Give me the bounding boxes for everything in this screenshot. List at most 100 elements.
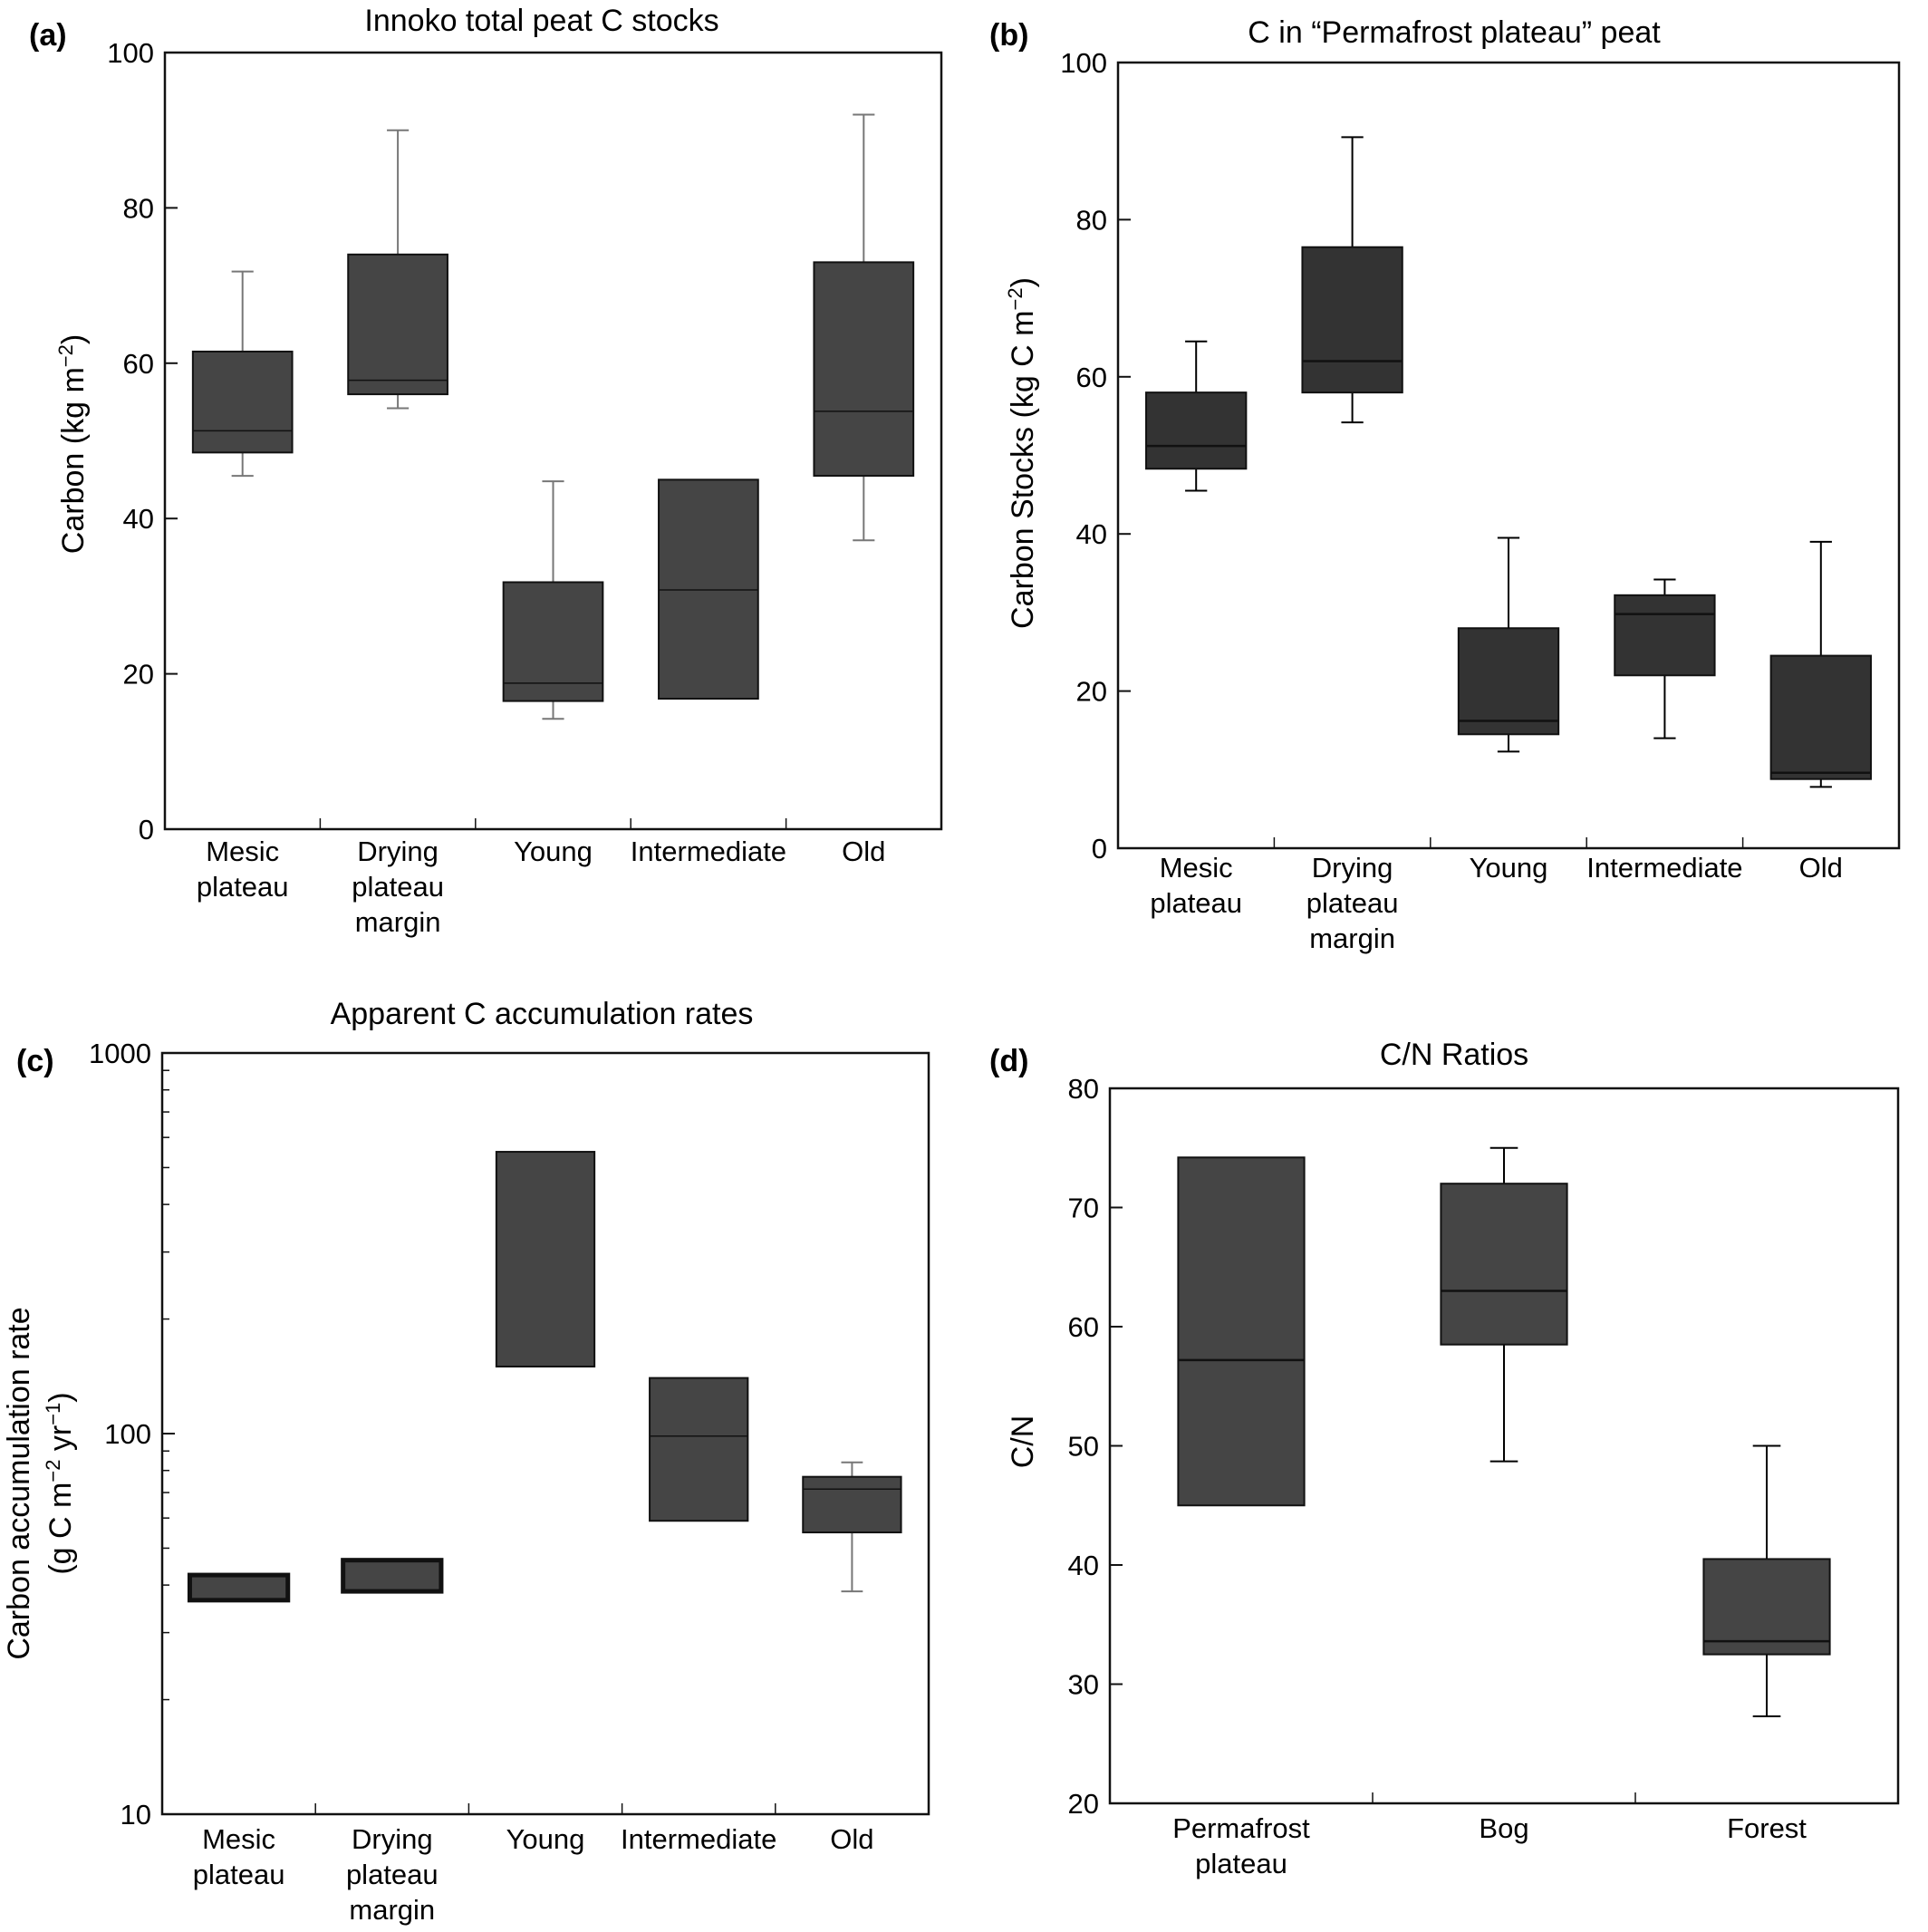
category-label-line: plateau [1195,1848,1287,1879]
panel-c-letter: (c) [16,1044,54,1078]
category-label-line: margin [1309,923,1395,954]
panel-a-y-axis-label-exp: −2 [54,344,77,367]
category-label: Old [1799,852,1843,884]
panel-a-y-tick-label: 20 [123,659,154,691]
category-label-line: Drying [357,836,439,867]
category-label: Young [1470,852,1548,884]
category-label-line: Intermediate [631,836,786,867]
category-label-line: Young [514,836,593,867]
category-label-line: margin [349,1894,435,1926]
panel-c-y-axis-label-line1: Carbon accumulation rate [2,1307,36,1659]
category-label-line: Mesic [202,1823,275,1855]
panel-a-title: Innoko total peat C stocks [364,4,718,38]
category-label-line: Intermediate [1586,852,1742,884]
category-label-line: Forest [1727,1812,1807,1844]
panel-c-y-unit-a: (g C m [43,1483,78,1575]
category-label: Permafrost plateau [1172,1812,1310,1879]
panel-c-y-unit-exp1: −2 [42,1460,64,1483]
panel-b-y-tick-label: 40 [1076,518,1107,550]
panel-c-y-unit-b: yr [43,1425,78,1460]
category-label-line: margin [355,906,441,938]
panel-d-y-tick-label: 70 [1068,1193,1099,1224]
category-label: Drying plateau margin [346,1823,439,1926]
panel-a-plot-frame [163,51,943,831]
panel-d-y-tick-label: 80 [1068,1073,1099,1105]
category-label-line: plateau [1306,887,1399,919]
box-intermediate [658,478,759,700]
box-permafrost-plateau [1177,1156,1306,1507]
panel-c-marks: 10 100 1000 Mesic plateau Drying plateau margin… [89,1038,902,1926]
category-label: Mesic plateau [193,1823,285,1890]
category-label-line: plateau [193,1859,285,1890]
category-label: Intermediate [631,836,786,867]
category-label-line: Mesic [1160,852,1233,884]
category-label-line: Intermediate [621,1823,776,1855]
panel-d-y-tick-label: 60 [1068,1311,1099,1343]
panel-a: (a) Innoko total peat C stocks Carbon (k… [29,4,943,938]
panel-a-y-tick-label: 100 [107,37,154,69]
box-forest [1702,1558,1831,1656]
panel-b-y-axis-label: Carbon Stocks (kg C m−2) [1004,277,1041,629]
panel-c-y-axis-label-line2: (g C m−2 yr−1) [42,1392,79,1574]
category-label: Intermediate [1586,852,1742,884]
panel-d-letter: (d) [989,1044,1028,1078]
panel-b-y-axis-label-main: Carbon Stocks (kg C m [1006,310,1040,628]
panel-d-y-tick-label: 20 [1068,1788,1099,1820]
panel-d-title: C/N Ratios [1380,1038,1528,1072]
category-label: Drying plateau margin [1306,852,1399,954]
panel-a-y-tick-label: 60 [123,348,154,380]
box-intermediate [1614,594,1716,677]
category-label: Bog [1479,1812,1528,1844]
panel-c-y-tick-label: 10 [120,1799,151,1831]
category-label-line: Drying [352,1823,433,1855]
panel-d: (d) C/N Ratios C/N 20 30 40 50 60 70 80 Permafr… [989,1038,1900,1879]
panel-d-y-tick-label: 50 [1068,1431,1099,1463]
panel-b-title: C in “Permafrost plateau” peat [1248,15,1661,50]
box-mesic-plateau [191,350,294,454]
panel-b-y-tick-label: 80 [1076,204,1107,236]
category-label: Old [842,836,885,867]
panel-b-plot-frame [1116,61,1901,850]
category-label-line: plateau [346,1859,439,1890]
category-label-line: plateau [352,871,444,903]
panel-d-marks: 20 30 40 50 60 70 80 Permafrost plateau Bog Forest [1068,1073,1831,1879]
box-mesic-plateau [187,1572,291,1603]
category-label: Young [514,836,593,867]
box-drying-plateau-margin [341,1558,444,1594]
panel-b: (b) C in “Permafrost plateau” peat Carbo… [989,15,1901,954]
panel-d-y-tick-label: 30 [1068,1669,1099,1701]
category-label: Old [830,1823,873,1855]
box-old [1769,654,1872,780]
panel-a-y-axis-label-main: Carbon (kg m [56,367,91,554]
panel-b-y-axis-label-exp: −2 [1004,287,1027,310]
panel-a-y-axis-label: Carbon (kg m−2) [54,334,92,554]
category-label-line: Mesic [206,836,279,867]
panel-b-y-axis-label-close: ) [1006,277,1040,287]
box-drying-plateau-margin [347,253,448,396]
panel-b-y-tick-label: 0 [1092,833,1107,865]
category-label-line: Old [842,836,885,867]
category-label-line: Drying [1312,852,1393,884]
category-label: Forest [1727,1812,1807,1844]
panel-a-letter: (a) [29,18,67,53]
box-old [802,1475,902,1534]
category-label: Intermediate [621,1823,776,1855]
category-label: Mesic plateau [1150,852,1242,919]
box-young [495,1151,596,1368]
panel-c: (c) Apparent C accumulation rates Carbon… [2,997,930,1926]
category-label: Drying plateau margin [352,836,444,938]
panel-b-y-tick-label: 100 [1060,47,1107,79]
box-old [813,261,915,478]
panel-b-y-tick-label: 20 [1076,676,1107,708]
category-label: Mesic plateau [197,836,289,903]
category-label-line: plateau [197,871,289,903]
box-young [502,581,604,702]
category-label-line: Permafrost [1172,1812,1310,1844]
category-label-line: Old [1799,852,1843,884]
category-label: Young [506,1823,585,1855]
box-young [1457,627,1560,736]
panel-c-y-tick-label: 1000 [89,1038,151,1069]
box-mesic-plateau [1145,391,1248,470]
